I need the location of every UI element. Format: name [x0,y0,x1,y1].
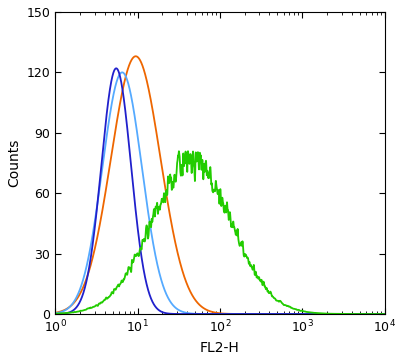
Y-axis label: Counts: Counts [7,139,21,187]
X-axis label: FL2-H: FL2-H [200,341,240,355]
